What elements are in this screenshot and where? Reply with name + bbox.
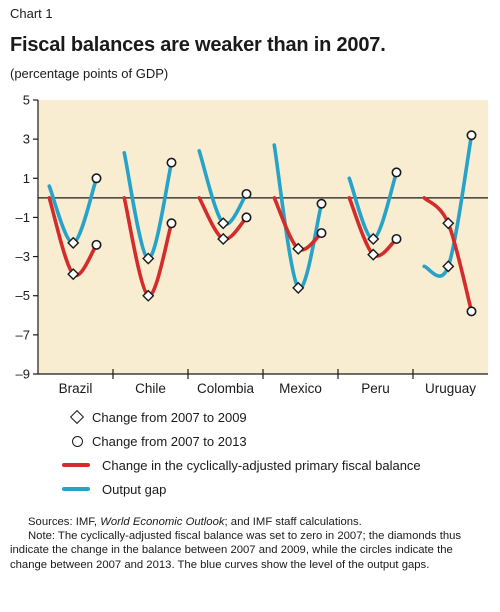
y-tick-label: –1 bbox=[16, 210, 30, 225]
fiscal-diamond-2009-brazil bbox=[67, 268, 80, 281]
y-tick-label: –7 bbox=[16, 327, 30, 342]
legend-label: Change in the cyclically-adjusted primar… bbox=[102, 457, 421, 473]
x-tick-label: Colombia bbox=[197, 381, 255, 396]
fiscal-circle-2013-brazil bbox=[91, 239, 102, 250]
y-tick-label: –9 bbox=[16, 367, 30, 382]
y-tick-label: 3 bbox=[23, 132, 30, 147]
note-text: Note: The cyclically-adjusted fiscal bal… bbox=[10, 530, 462, 571]
output-gap-circle-2013-peru bbox=[391, 167, 402, 178]
output-gap-circle-2013-uruguay bbox=[466, 130, 477, 141]
y-tick-label: 1 bbox=[23, 171, 30, 186]
chart-plot: 5 3 1 –1 –3 –5 –7 –9 Brazil Chile Colombia Mexico Pe… bbox=[16, 93, 488, 396]
y-tick-label: –5 bbox=[16, 288, 30, 303]
blue-line-swatch bbox=[62, 487, 90, 491]
legend-label: Change from 2007 to 2009 bbox=[92, 409, 247, 425]
circle-marker-icon bbox=[71, 435, 83, 447]
diamond-marker-icon bbox=[69, 409, 85, 425]
fiscal-diamond-2009-peru bbox=[367, 248, 380, 261]
legend-entry-diamond: Change from 2007 to 2009 bbox=[62, 405, 421, 429]
fiscal-diamond-2009-colombia bbox=[217, 232, 230, 246]
legend-label: Output gap bbox=[102, 481, 167, 497]
fiscal-diamond-2009-chile bbox=[142, 289, 155, 302]
legend-label: Change from 2007 to 2013 bbox=[92, 433, 247, 449]
output-gap-diamond-2009-colombia bbox=[217, 217, 230, 230]
output-gap-diamond-2009-brazil bbox=[67, 236, 80, 249]
plot-background bbox=[38, 100, 488, 374]
x-tick-label: Peru bbox=[361, 381, 390, 396]
fiscal-circle-2013-uruguay bbox=[466, 306, 477, 317]
chart-title: Fiscal balances are weaker than in 2007. bbox=[10, 34, 386, 56]
legend-entry-output-gap: Output gap bbox=[62, 477, 421, 501]
x-tick-label: Uruguay bbox=[425, 381, 476, 396]
fiscal-circle-2013-mexico bbox=[316, 228, 327, 239]
output-gap-line-uruguay bbox=[422, 133, 474, 278]
legend-entry-circle: Change from 2007 to 2013 bbox=[62, 429, 421, 453]
red-line-swatch bbox=[62, 463, 90, 467]
output-gap-diamond-2009-mexico bbox=[292, 281, 305, 294]
x-tick-label: Chile bbox=[135, 381, 166, 396]
fiscal-diamond-2009-mexico bbox=[292, 242, 305, 255]
fiscal-circle-2013-chile bbox=[166, 218, 177, 229]
legend-entry-fiscal: Change in the cyclically-adjusted primar… bbox=[62, 453, 421, 477]
x-tick-label: Mexico bbox=[279, 381, 322, 396]
output-gap-diamond-2009-chile bbox=[142, 252, 155, 265]
sources-text: Sources: IMF, World Economic Outlook; an… bbox=[28, 516, 362, 528]
output-gap-circle-2013-mexico bbox=[316, 198, 327, 209]
legend: Change from 2007 to 2009 Change from 200… bbox=[62, 405, 421, 501]
output-gap-circle-2013-colombia bbox=[241, 188, 252, 199]
notes: Sources: IMF, World Economic Outlook; an… bbox=[10, 515, 492, 572]
output-gap-circle-2013-chile bbox=[166, 157, 177, 168]
chart-subtitle: (percentage points of GDP) bbox=[10, 66, 169, 81]
y-tick-label: 5 bbox=[23, 93, 30, 108]
chart-label: Chart 1 bbox=[10, 6, 53, 21]
output-gap-circle-2013-brazil bbox=[91, 173, 102, 184]
x-tick-label: Brazil bbox=[59, 381, 93, 396]
output-gap-diamond-2009-peru bbox=[367, 232, 380, 246]
y-tick-label: –3 bbox=[16, 249, 30, 264]
output-gap-diamond-2009-uruguay bbox=[442, 260, 455, 273]
fiscal-circle-2013-colombia bbox=[241, 212, 252, 223]
fiscal-circle-2013-peru bbox=[391, 233, 402, 244]
fiscal-diamond-2009-uruguay bbox=[442, 217, 455, 230]
